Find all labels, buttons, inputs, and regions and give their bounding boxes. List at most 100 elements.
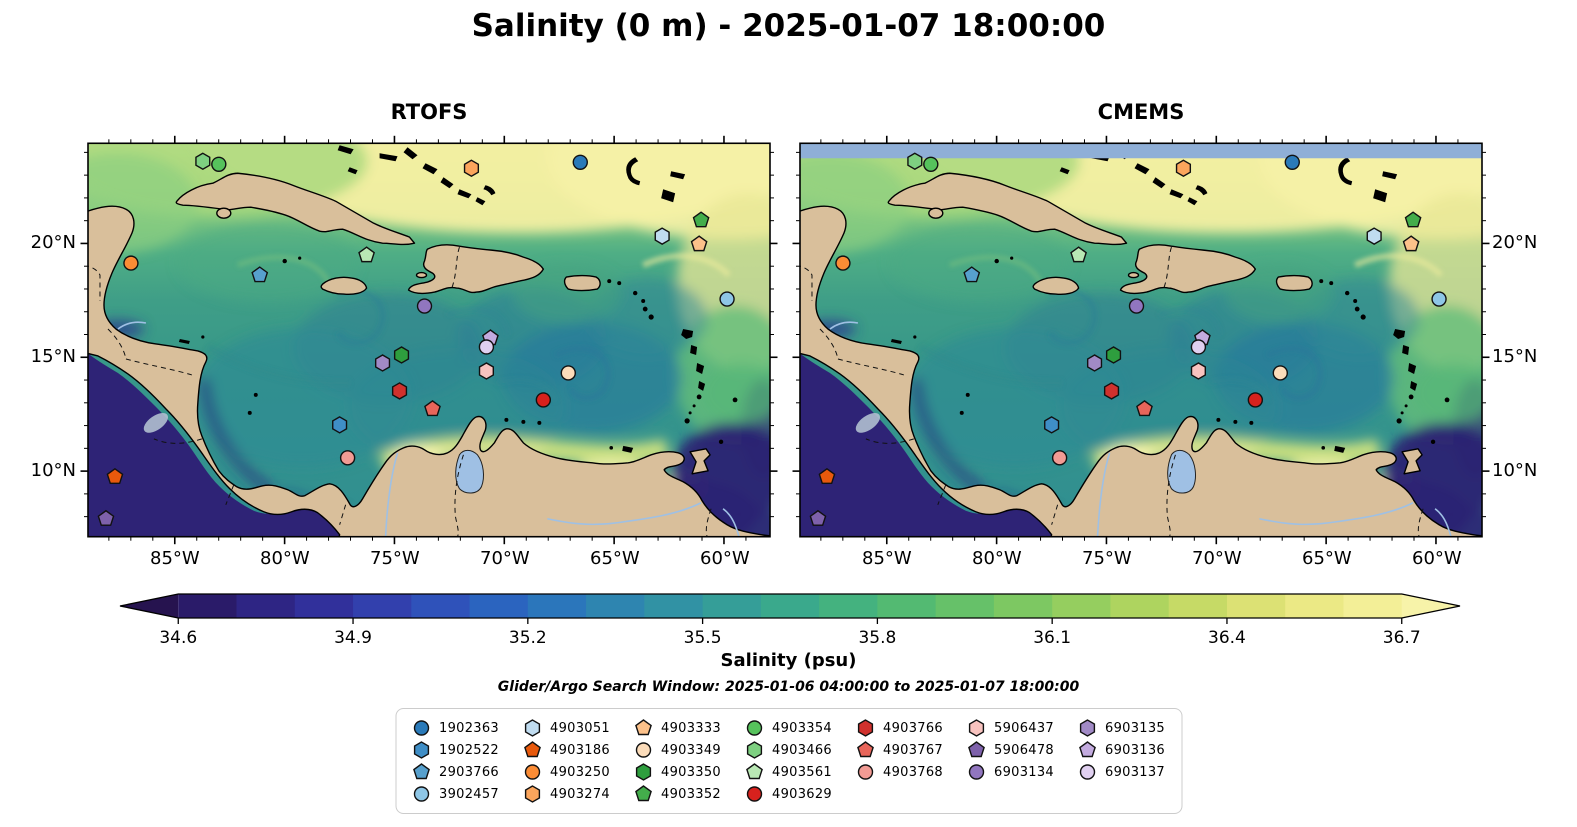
platform-marker-5906478 — [97, 509, 115, 526]
legend-item-6903136: 6903136 — [1078, 740, 1165, 760]
lon-label-70°W: 70°W — [480, 548, 530, 569]
platform-marker-4903274 — [463, 159, 480, 178]
legend-label: 4903274 — [550, 786, 610, 802]
legend-marker-circle — [413, 786, 429, 802]
legend-marker-pentagon — [967, 741, 985, 758]
lon-label-75°W: 75°W — [1082, 548, 1132, 569]
platform-marker-4903768 — [857, 764, 873, 780]
legend-column: 5906437 5906478 6903134 — [967, 718, 1054, 804]
platform-marker-4903766 — [391, 382, 408, 400]
platform-marker-4903352 — [692, 211, 710, 228]
platform-marker-4903274 — [524, 785, 540, 803]
platform-marker-6903137 — [1190, 339, 1207, 355]
platform-marker-4903250 — [123, 255, 139, 271]
legend-item-4903766: 4903766 — [856, 718, 943, 738]
platform-marker-4903767 — [424, 400, 441, 417]
legend-marker-hexagon — [746, 741, 762, 759]
legend-item-4903352: 4903352 — [634, 784, 721, 804]
legend-marker-pentagon — [634, 719, 652, 736]
legend-label: 4903051 — [550, 720, 610, 736]
search-window-note: Glider/Argo Search Window: 2025-01-06 04… — [497, 679, 1080, 695]
lon-label-80°W: 80°W — [972, 548, 1022, 569]
legend-item-6903137: 6903137 — [1078, 762, 1165, 782]
platform-marker-4903051 — [1366, 227, 1382, 245]
platform-marker-4903354 — [923, 156, 939, 172]
lon-label-75°W: 75°W — [370, 548, 420, 569]
platform-marker-6903137 — [1079, 764, 1095, 780]
platform-marker-3902457 — [719, 291, 735, 307]
legend-label: 4903629 — [772, 786, 832, 802]
legend-marker-pentagon — [523, 741, 541, 758]
legend-column: 4903051 4903186 4903250 4903274 — [523, 718, 610, 804]
platform-marker-4903629 — [746, 786, 762, 802]
legend-label: 4903250 — [550, 764, 610, 780]
platform-marker-1902522 — [413, 741, 429, 759]
legend-column: 4903766 4903767 4903768 — [856, 718, 943, 804]
legend-item-5906478: 5906478 — [967, 740, 1054, 760]
lat-label-left-10°N: 10°N — [30, 460, 76, 482]
platform-marker-4903766 — [857, 719, 873, 737]
legend-item-4903250: 4903250 — [523, 762, 610, 782]
platform-marker-4903354 — [211, 156, 227, 172]
lon-label-60°W: 60°W — [1412, 548, 1462, 569]
platform-marker-4903350 — [393, 346, 410, 364]
legend-item-3902457: 3902457 — [412, 784, 499, 804]
missing-data-strip — [800, 143, 1482, 159]
legend-marker-hexagon — [524, 719, 540, 737]
platform-marker-2903766 — [412, 763, 430, 780]
platform-marker-4903352 — [1404, 211, 1422, 228]
platform-marker-4903768 — [339, 450, 356, 466]
legend-item-4903333: 4903333 — [634, 718, 721, 738]
platform-marker-6903134 — [968, 764, 984, 780]
platform-marker-4903352 — [634, 785, 652, 802]
platform-marker-4903051 — [524, 719, 540, 737]
lat-label-right-20°N: 20°N — [1492, 232, 1538, 254]
legend-label: 4903767 — [883, 742, 943, 758]
platform-marker-1902522 — [332, 416, 348, 434]
platform-marker-4903561 — [358, 246, 376, 263]
platform-marker-4903767 — [1136, 400, 1153, 417]
legend-item-4903350: 4903350 — [634, 762, 721, 782]
platform-legend: 1902363 1902522 2903766 3902457 4903051 49031… — [395, 708, 1182, 814]
panel-title-rtofs: RTOFS — [390, 100, 468, 124]
platform-marker-1902522 — [1044, 416, 1060, 434]
platform-marker-4903350 — [1105, 346, 1122, 364]
colorbar-tick-34.9: 34.9 — [334, 628, 372, 648]
legend-label: 1902363 — [439, 720, 499, 736]
platform-marker-1902363 — [572, 154, 588, 170]
platform-marker-4903186 — [523, 741, 541, 758]
platform-marker-6903134 — [1128, 298, 1145, 314]
platform-marker-4903561 — [745, 763, 763, 780]
platform-marker-4903333 — [1402, 235, 1420, 252]
legend-item-4903349: 4903349 — [634, 740, 721, 760]
panel-title-cmems: CMEMS — [1097, 100, 1185, 124]
platform-marker-2903766 — [251, 266, 269, 283]
legend-label: 4903350 — [661, 764, 721, 780]
legend-column: 4903354 4903466 4903561 4903629 — [745, 718, 832, 804]
platform-marker-4903767 — [856, 741, 874, 758]
lat-label-right-15°N: 15°N — [1492, 346, 1538, 368]
legend-item-5906437: 5906437 — [967, 718, 1054, 738]
platform-marker-4903629 — [535, 392, 552, 408]
map-cmems — [800, 143, 1482, 537]
lat-label-left-20°N: 20°N — [30, 232, 76, 254]
legend-item-4903466: 4903466 — [745, 740, 832, 760]
legend-item-6903135: 6903135 — [1078, 718, 1165, 738]
legend-column: 1902363 1902522 2903766 3902457 — [412, 718, 499, 804]
platform-marker-5906478 — [967, 741, 985, 758]
platform-marker-5906437 — [478, 362, 495, 380]
legend-label: 6903137 — [1105, 764, 1165, 780]
legend-item-4903051: 4903051 — [523, 718, 610, 738]
platform-marker-6903135 — [1086, 354, 1103, 372]
legend-marker-circle — [968, 764, 984, 780]
legend-marker-hexagon — [857, 719, 873, 737]
colorbar-tick-36.4: 36.4 — [1208, 628, 1246, 648]
legend-label: 4903766 — [883, 720, 943, 736]
platform-marker-1902363 — [1284, 154, 1300, 170]
platform-marker-3902457 — [413, 786, 429, 802]
colorbar-tick-35.5: 35.5 — [683, 628, 722, 648]
legend-marker-circle — [413, 720, 429, 736]
legend-item-4903629: 4903629 — [745, 784, 832, 804]
lon-label-70°W: 70°W — [1192, 548, 1242, 569]
